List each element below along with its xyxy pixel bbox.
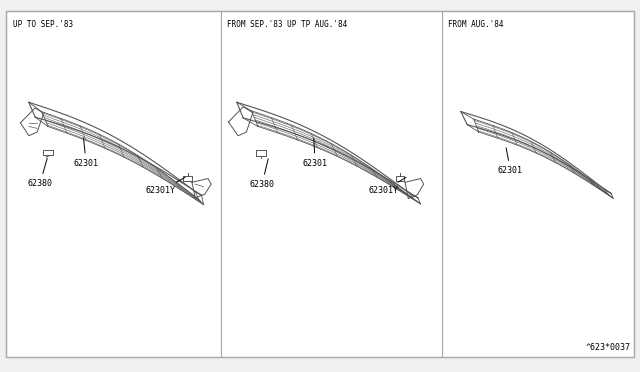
Text: FROM SEP.'83 UP TP AUG.'84: FROM SEP.'83 UP TP AUG.'84 [227, 20, 348, 29]
Text: 62301Y: 62301Y [369, 177, 406, 195]
Text: 62380: 62380 [250, 159, 275, 189]
Bar [6, 11, 221, 357]
Text: UP TO SEP.'83: UP TO SEP.'83 [13, 20, 73, 29]
Bar [442, 11, 634, 357]
Text: 62380: 62380 [28, 158, 52, 188]
Text: 62301: 62301 [74, 138, 99, 167]
Bar [221, 11, 442, 357]
Text: ^623*0037: ^623*0037 [586, 343, 630, 352]
Text: 62301: 62301 [303, 138, 328, 167]
Text: 62301: 62301 [498, 148, 523, 175]
Text: 62301Y: 62301Y [146, 177, 185, 195]
Text: FROM AUG.'84: FROM AUG.'84 [448, 20, 504, 29]
